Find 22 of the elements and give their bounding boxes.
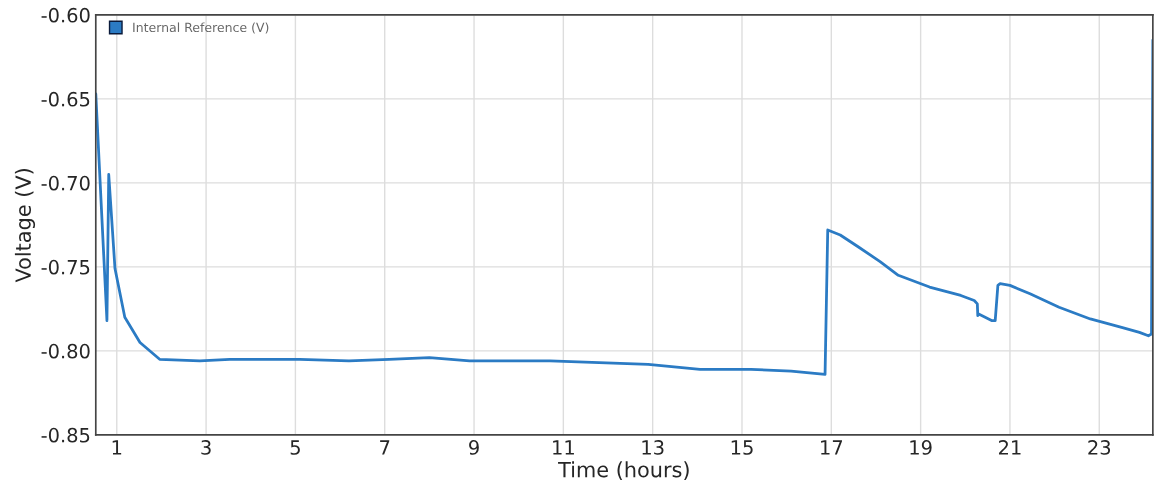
y-tick-label: -0.65 <box>41 91 90 107</box>
x-tick-label: 13 <box>642 440 664 455</box>
line-series <box>95 38 1153 376</box>
y-tick-label: -0.60 <box>41 7 90 23</box>
y-tick-label: -0.70 <box>41 175 90 191</box>
x-tick-label: 11 <box>553 440 574 455</box>
legend-label: Internal Reference (V) <box>133 22 269 34</box>
x-tick-label: 3 <box>201 440 211 455</box>
x-tick-label: 19 <box>910 440 932 455</box>
x-tick-label: 1 <box>112 440 122 455</box>
x-tick-label: 15 <box>731 440 753 455</box>
x-tick-label: 7 <box>380 440 390 455</box>
y-axis-title: Voltage (V) <box>14 169 36 283</box>
y-tick-label: -0.80 <box>41 343 90 359</box>
x-tick-label: 5 <box>290 440 300 455</box>
x-tick-label: 21 <box>998 440 1021 455</box>
x-axis-title: Time (hours) <box>558 461 689 480</box>
x-tick-label: 9 <box>469 440 479 455</box>
x-tick-label: 17 <box>821 440 843 455</box>
y-tick-label: -0.75 <box>41 259 90 275</box>
y-tick-label: -0.85 <box>41 427 90 443</box>
x-tick-label: 23 <box>1088 440 1111 455</box>
